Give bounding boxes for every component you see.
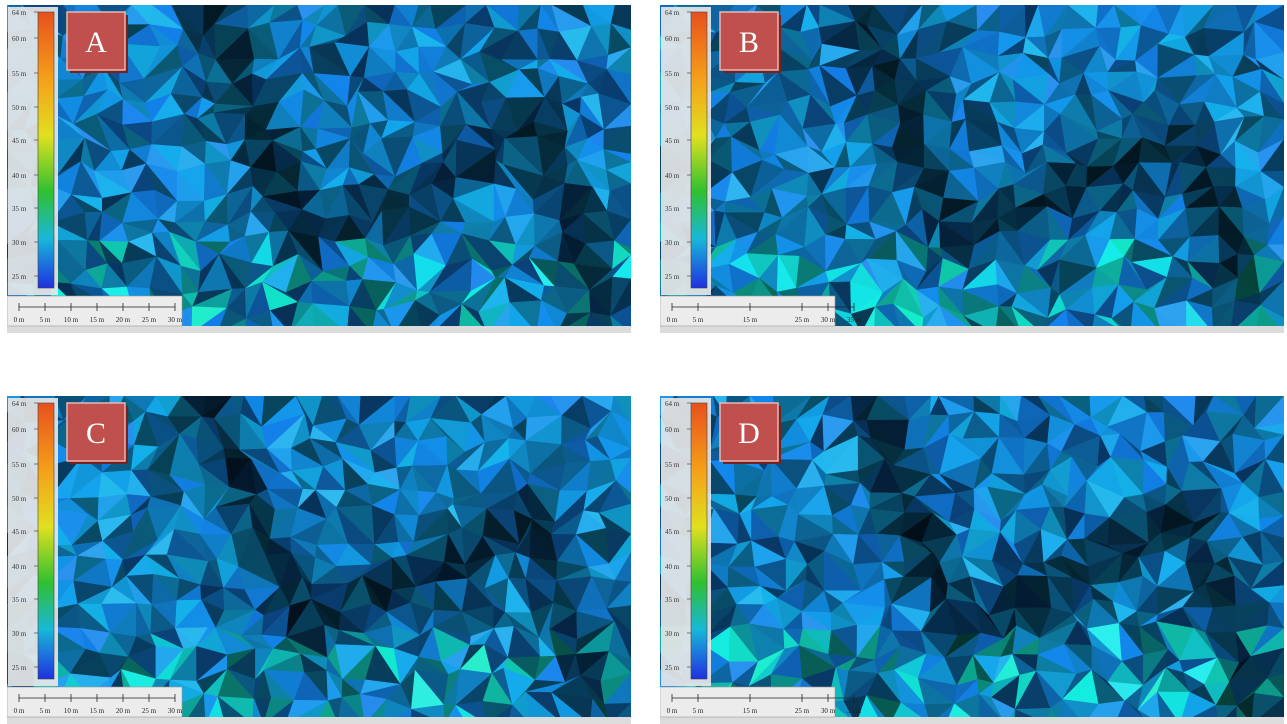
colorbar-label: 45 m: [12, 137, 27, 145]
panel-label: B: [739, 26, 759, 59]
scalebar-label: 25 m: [795, 707, 810, 715]
scalebar-label: 30 m: [821, 316, 836, 324]
scalebar-label: 30 m: [168, 316, 183, 324]
colorbar-label: 40 m: [12, 563, 27, 571]
colorbar-label: 50 m: [12, 104, 27, 112]
scalebar-label: 15 m: [743, 316, 758, 324]
colorbar-label: 55 m: [665, 461, 680, 469]
colorbar-label: 64 m: [665, 9, 680, 17]
panel-label: D: [738, 417, 760, 450]
colorbar-label: 45 m: [665, 528, 680, 536]
colorbar-label: 35 m: [665, 596, 680, 604]
scalebar-label: 0 m: [14, 707, 25, 715]
terrain-panel: 64 m 60 m 55 m 50 m 45 m 40 m 35 m 30 m 25 m 0 m 5…: [660, 396, 1284, 724]
colorbar-label: 35 m: [12, 596, 27, 604]
colorbar-label: 30 m: [665, 239, 680, 247]
colorbar-label: 25 m: [12, 664, 27, 672]
colorbar-label: 40 m: [665, 563, 680, 571]
status-bar: [7, 717, 631, 724]
scalebar-label: 20 m: [116, 316, 131, 324]
colorbar-label: 60 m: [12, 426, 27, 434]
scalebar-label: 25 m: [795, 316, 810, 324]
panel-label: A: [85, 26, 107, 59]
colorbar-label: 55 m: [12, 70, 27, 78]
colorbar-label: 50 m: [665, 104, 680, 112]
status-bar: [660, 717, 1284, 724]
scalebar-label: 0 m: [667, 316, 678, 324]
colorbar-label: 40 m: [665, 172, 680, 180]
colorbar: [38, 12, 54, 288]
status-bar: [7, 326, 631, 333]
colorbar-label: 25 m: [12, 273, 27, 281]
scalebar-label: 0 m: [14, 316, 25, 324]
scalebar-label: 35 m: [847, 707, 862, 715]
colorbar-label: 64 m: [665, 400, 680, 408]
scalebar-label: 25 m: [142, 316, 157, 324]
scalebar-label: 15 m: [90, 316, 105, 324]
scalebar-label: 15 m: [743, 707, 758, 715]
scalebar-label: 35 m: [847, 316, 862, 324]
scalebar-label: 5 m: [40, 316, 51, 324]
status-bar: [660, 326, 1284, 333]
scalebar-label: 5 m: [40, 707, 51, 715]
colorbar-label: 30 m: [12, 630, 27, 638]
colorbar-label: 25 m: [665, 273, 680, 281]
scalebar-label: 0 m: [667, 707, 678, 715]
colorbar-label: 25 m: [665, 664, 680, 672]
colorbar-label: 55 m: [12, 461, 27, 469]
colorbar: [691, 12, 707, 288]
colorbar-label: 50 m: [665, 495, 680, 503]
colorbar-label: 30 m: [12, 239, 27, 247]
scalebar-label: 10 m: [64, 316, 79, 324]
scalebar-label: 15 m: [90, 707, 105, 715]
colorbar: [691, 403, 707, 679]
colorbar-label: 55 m: [665, 70, 680, 78]
terrain-panel: 64 m 60 m 55 m 50 m 45 m 40 m 35 m 30 m 25 m 0 m 5…: [660, 5, 1284, 333]
scalebar-label: 30 m: [168, 707, 183, 715]
colorbar-label: 45 m: [12, 528, 27, 536]
colorbar-label: 60 m: [12, 35, 27, 43]
scalebar-label: 10 m: [64, 707, 79, 715]
colorbar-label: 30 m: [665, 630, 680, 638]
colorbar-label: 50 m: [12, 495, 27, 503]
colorbar-label: 45 m: [665, 137, 680, 145]
colorbar-label: 40 m: [12, 172, 27, 180]
colorbar-label: 60 m: [665, 426, 680, 434]
scalebar-label: 5 m: [693, 316, 704, 324]
colorbar-label: 35 m: [665, 205, 680, 213]
colorbar: [38, 403, 54, 679]
scalebar-label: 25 m: [142, 707, 157, 715]
page: {"panels": [ {"label": "A", "colorbar": …: [0, 0, 1287, 724]
colorbar-label: 64 m: [12, 400, 27, 408]
panel-label: C: [86, 417, 106, 450]
scalebar-label: 20 m: [116, 707, 131, 715]
scalebar-label: 30 m: [821, 707, 836, 715]
colorbar-label: 60 m: [665, 35, 680, 43]
terrain-panel: 64 m 60 m 55 m 50 m 45 m 40 m 35 m 30 m 25 m 0 m 5…: [7, 396, 631, 724]
colorbar-label: 64 m: [12, 9, 27, 17]
scalebar-label: 5 m: [693, 707, 704, 715]
colorbar-label: 35 m: [12, 205, 27, 213]
terrain-panel: 64 m 60 m 55 m 50 m 45 m 40 m 35 m 30 m 25 m 0 m 5…: [7, 5, 631, 333]
